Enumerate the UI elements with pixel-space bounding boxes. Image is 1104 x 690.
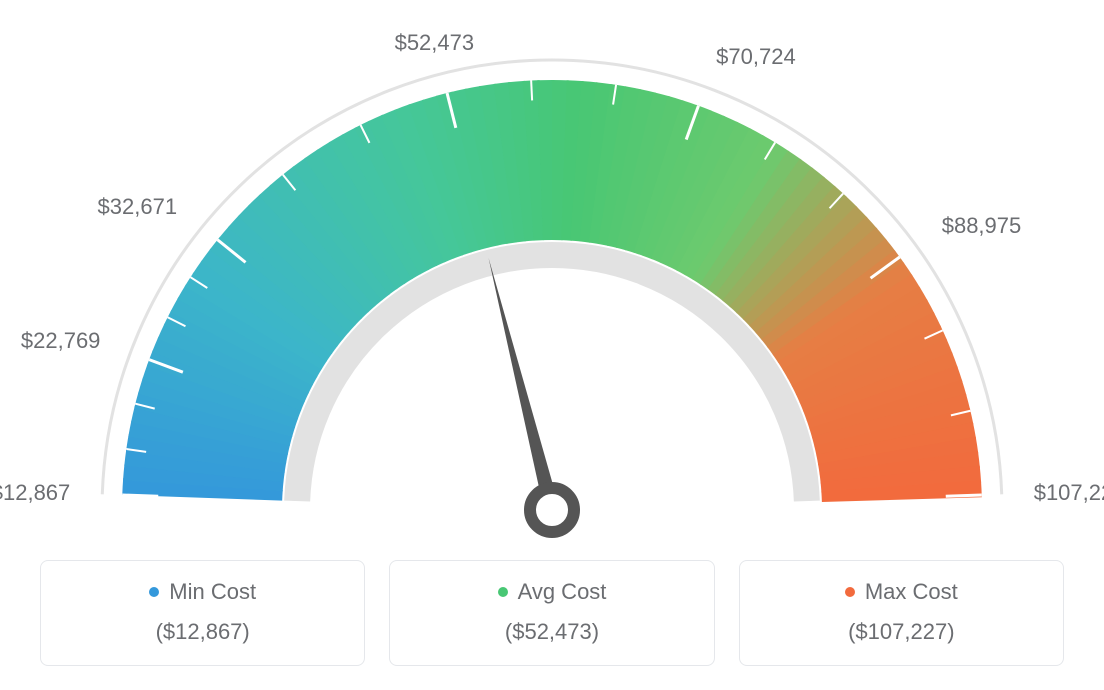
gauge-wrap: $12,867 $22,769 $32,671 $52,473 $70,724 $88,9… (0, 0, 1104, 530)
legend-title-max: Max Cost (845, 579, 958, 605)
gauge-tick-label: $22,769 (21, 328, 101, 354)
legend-title-max-text: Max Cost (865, 579, 958, 605)
legend-card-min: Min Cost ($12,867) (40, 560, 365, 666)
legend-title-min-text: Min Cost (169, 579, 256, 605)
gauge-chart-stage: $12,867 $22,769 $32,671 $52,473 $70,724 $88,9… (0, 0, 1104, 690)
dot-icon-max (845, 587, 855, 597)
dot-icon-min (149, 587, 159, 597)
gauge-tick-label: $12,867 (0, 480, 70, 506)
legend-card-max: Max Cost ($107,227) (739, 560, 1064, 666)
gauge-svg (0, 0, 1104, 560)
legend-title-avg: Avg Cost (498, 579, 607, 605)
gauge-tick-label: $70,724 (716, 44, 796, 70)
gauge-tick-label: $107,227 (1034, 480, 1104, 506)
gauge-tick-label: $52,473 (395, 30, 475, 56)
dot-icon-avg (498, 587, 508, 597)
legend-value-min: ($12,867) (51, 619, 354, 645)
legend-title-avg-text: Avg Cost (518, 579, 607, 605)
legend-card-avg: Avg Cost ($52,473) (389, 560, 714, 666)
legend-title-min: Min Cost (149, 579, 256, 605)
gauge-tick-label: $88,975 (942, 213, 1022, 239)
legend-value-avg: ($52,473) (400, 619, 703, 645)
legend-row: Min Cost ($12,867) Avg Cost ($52,473) Ma… (40, 560, 1064, 666)
gauge-tick-label: $32,671 (98, 194, 178, 220)
legend-value-max: ($107,227) (750, 619, 1053, 645)
